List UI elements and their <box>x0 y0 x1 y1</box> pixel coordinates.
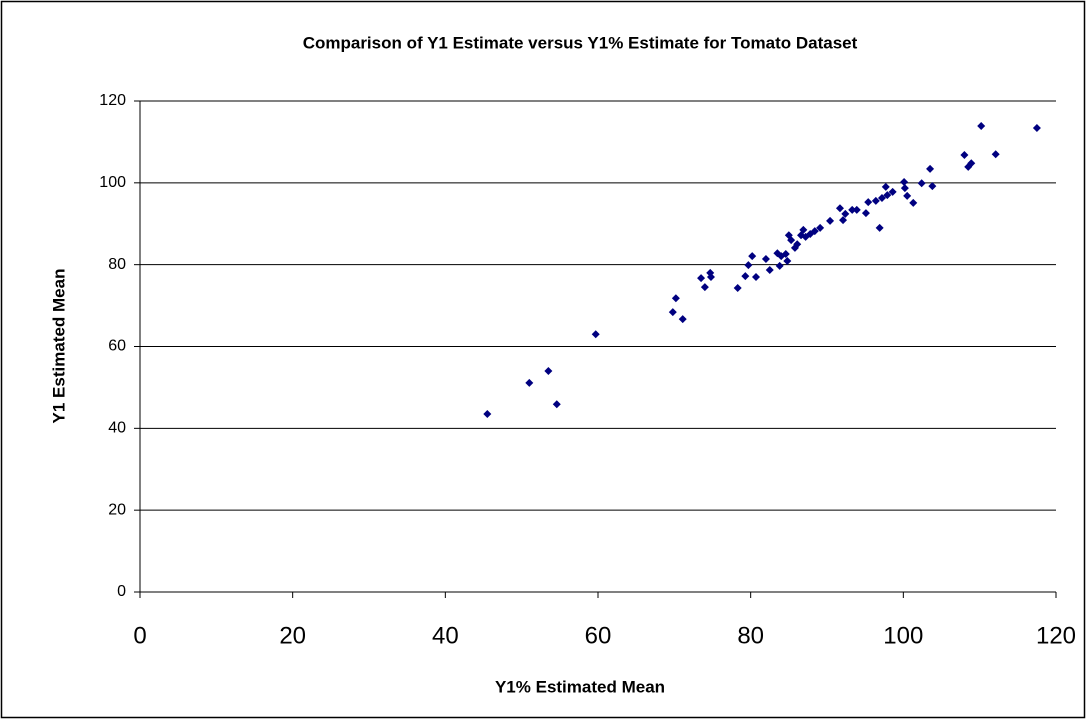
point <box>977 121 986 130</box>
point <box>783 256 792 265</box>
point <box>744 261 753 270</box>
point <box>761 254 770 263</box>
y-tick-label: 0 <box>117 583 126 600</box>
point <box>700 283 709 292</box>
point <box>839 216 848 225</box>
point <box>881 182 890 191</box>
point <box>991 150 1000 159</box>
point <box>775 261 784 270</box>
y-tick-label: 100 <box>99 174 126 191</box>
x-axis-label: Y1% Estimated Mean <box>495 677 665 696</box>
point <box>960 151 969 160</box>
point <box>877 193 886 202</box>
point <box>909 198 918 207</box>
point <box>697 274 706 283</box>
point <box>706 272 715 281</box>
y-tick-label: 40 <box>108 420 126 437</box>
point <box>967 159 976 168</box>
point <box>748 252 757 261</box>
point <box>741 272 750 281</box>
point <box>826 216 835 225</box>
point <box>671 294 680 303</box>
point <box>483 410 492 419</box>
point <box>816 223 825 232</box>
point <box>781 250 790 259</box>
x-tick-label: 120 <box>1036 622 1076 649</box>
y-axis-label: Y1 Estimated Mean <box>49 269 68 424</box>
x-tick-label: 60 <box>585 622 612 649</box>
y-tick-label: 80 <box>108 256 126 273</box>
point <box>900 178 909 187</box>
y-tick-label: 20 <box>108 501 126 518</box>
point <box>917 179 926 188</box>
x-tick-label: 20 <box>279 622 306 649</box>
point <box>678 315 687 324</box>
point <box>928 182 937 191</box>
point <box>835 204 844 213</box>
point <box>1032 124 1041 133</box>
point <box>591 330 600 339</box>
point <box>900 184 909 193</box>
point <box>668 308 677 317</box>
point <box>841 209 850 218</box>
y-tick-label: 120 <box>99 92 126 109</box>
x-tick-label: 0 <box>133 622 146 649</box>
point <box>848 205 857 214</box>
point <box>903 191 912 200</box>
point <box>871 196 880 205</box>
x-tick-label: 100 <box>883 622 923 649</box>
point <box>733 283 742 292</box>
point <box>752 272 761 281</box>
chart-title: Comparison of Y1 Estimate versus Y1% Est… <box>303 33 858 52</box>
point <box>787 236 796 245</box>
point <box>544 367 553 376</box>
point <box>864 198 873 207</box>
point <box>525 378 534 387</box>
point <box>883 191 892 200</box>
point <box>861 209 870 218</box>
point <box>852 205 861 214</box>
point <box>810 227 819 236</box>
point <box>926 164 935 173</box>
point <box>875 223 884 232</box>
point <box>799 225 808 234</box>
point <box>793 240 802 249</box>
x-tick-label: 40 <box>432 622 459 649</box>
point <box>888 187 897 196</box>
y-tick-label: 60 <box>108 338 126 355</box>
point <box>552 400 561 409</box>
x-tick-label: 80 <box>737 622 764 649</box>
point <box>765 265 774 274</box>
